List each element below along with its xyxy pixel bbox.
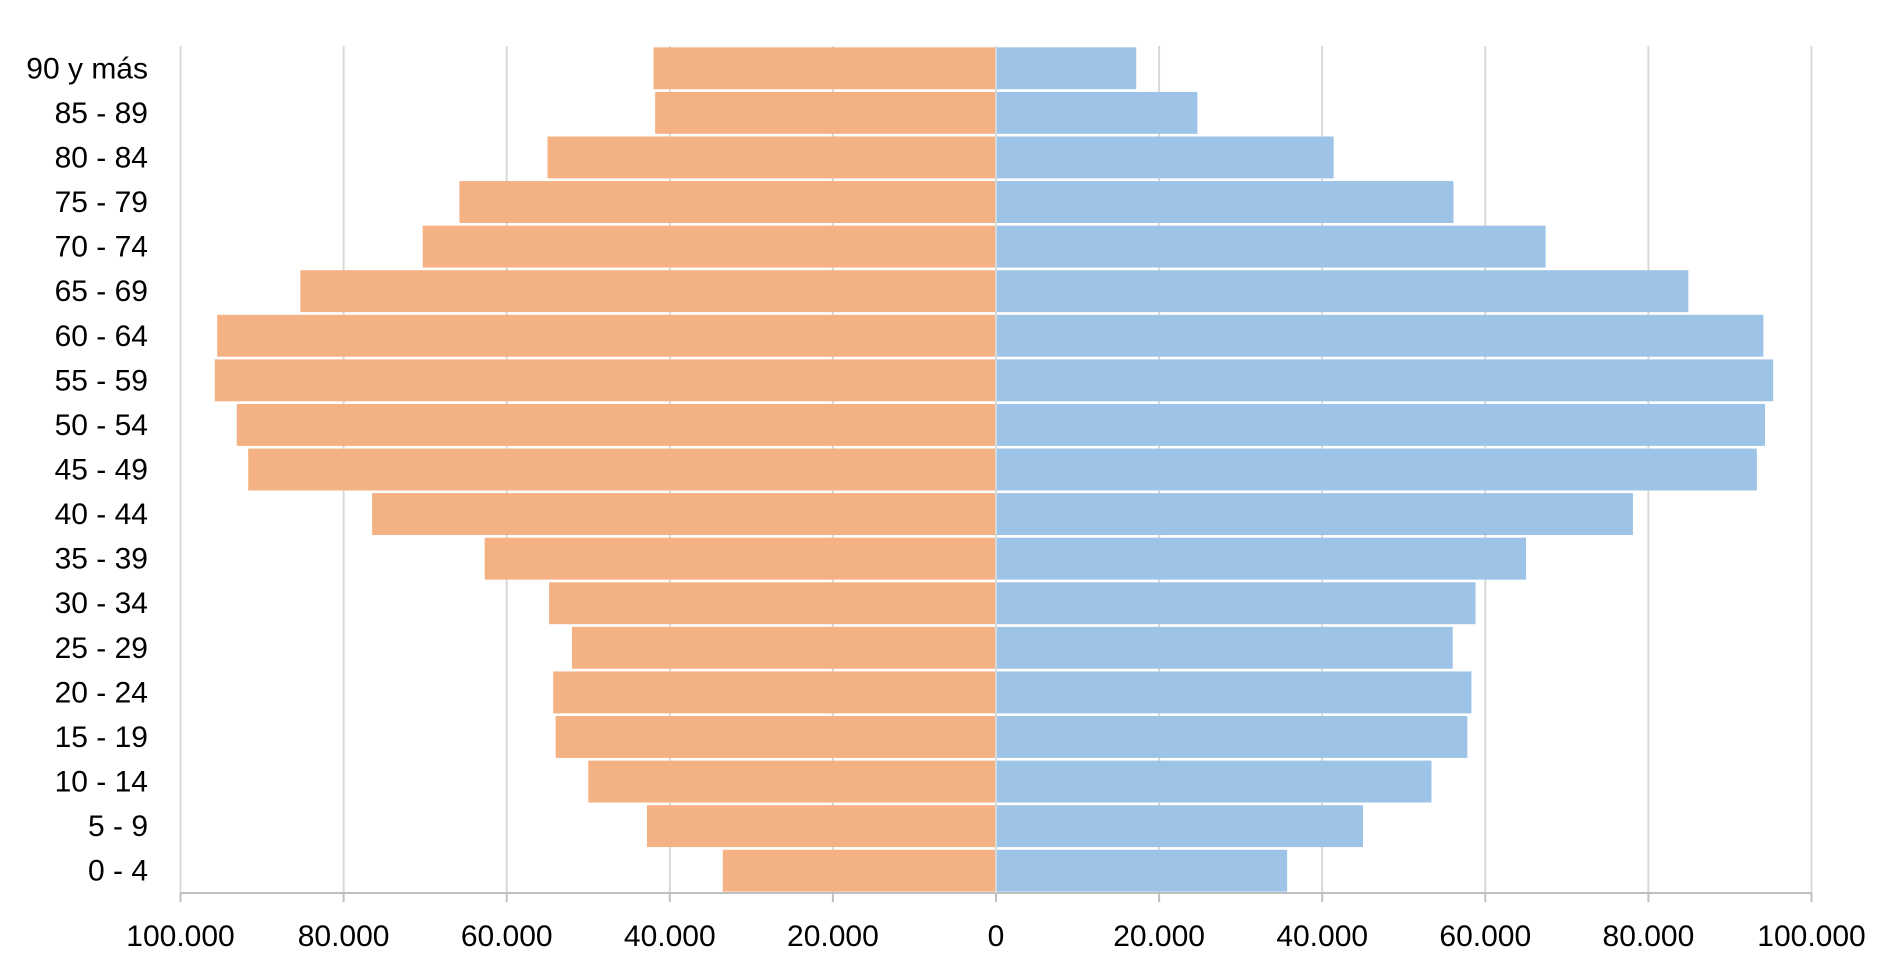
left-bar [217,314,996,357]
left-bar [588,760,996,803]
left-bar [547,136,996,179]
left-bar [300,270,996,313]
x-tick-label: 80.000 [1603,920,1695,953]
right-bar [996,47,1137,90]
x-tick-label: 60.000 [461,920,553,953]
right-bar [996,582,1476,625]
left-bar [646,805,996,848]
bars [214,47,1774,892]
right-bar [996,626,1453,669]
right-bar [996,448,1757,491]
x-tick-label: 0 [988,920,1005,953]
category-label: 15 - 19 [55,721,148,754]
right-bar [996,760,1432,803]
category-label: 70 - 74 [55,231,148,264]
left-bar [248,448,996,491]
left-bar [555,716,996,758]
x-tick-label: 80.000 [298,920,390,953]
category-label: 20 - 24 [55,676,148,709]
category-label: 45 - 49 [55,454,148,487]
left-bar [459,181,996,223]
left-bar [653,47,996,90]
x-tick-label: 40.000 [624,920,716,953]
x-tick-label: 100.000 [126,920,234,953]
left-bar [484,537,996,580]
category-label: 50 - 54 [55,409,148,442]
left-bar [372,493,997,536]
right-bar [996,716,1468,758]
left-bar [236,403,996,446]
left-bar [655,91,996,134]
category-label: 30 - 34 [55,587,148,620]
left-bar [553,671,996,714]
left-bar [722,849,996,892]
right-bar [996,91,1198,134]
category-label: 90 y más [26,52,148,85]
category-label: 65 - 69 [55,275,148,308]
right-bar [996,225,1546,268]
x-tick-label: 20.000 [1113,920,1205,953]
right-bar [996,181,1454,223]
right-bar [996,849,1288,892]
x-tick-label: 20.000 [787,920,879,953]
x-tick-label: 100.000 [1757,920,1865,953]
right-bar [996,493,1633,536]
right-bar [996,805,1363,848]
x-tick-label: 40.000 [1276,920,1368,953]
category-label: 60 - 64 [55,320,148,353]
category-label: 5 - 9 [88,810,148,843]
category-label: 85 - 89 [55,97,148,130]
right-bar [996,136,1334,179]
right-bar [996,359,1774,402]
right-bar [996,314,1764,357]
right-bar [996,270,1689,313]
x-tick-label: 60.000 [1439,920,1531,953]
right-bar [996,403,1766,446]
left-bar [549,582,996,625]
category-label: 35 - 39 [55,543,148,576]
left-bar [422,225,996,268]
left-bar [214,359,997,402]
category-label: 40 - 44 [55,498,148,531]
right-bar [996,537,1527,580]
category-label: 0 - 4 [88,855,148,888]
category-labels: 0 - 4 5 - 9 10 - 14 15 - 19 20 - 24 25 - 29 30… [26,52,148,887]
x-axis: 100.000 80.000 60.000 40.000 20.000 0 20.000 40… [126,46,1866,953]
category-label: 80 - 84 [55,141,148,174]
category-label: 10 - 14 [55,766,148,799]
category-label: 25 - 29 [55,632,148,665]
left-bar [571,626,996,669]
category-label: 55 - 59 [55,364,148,397]
category-label: 75 - 79 [55,186,148,219]
right-bar [996,671,1472,714]
